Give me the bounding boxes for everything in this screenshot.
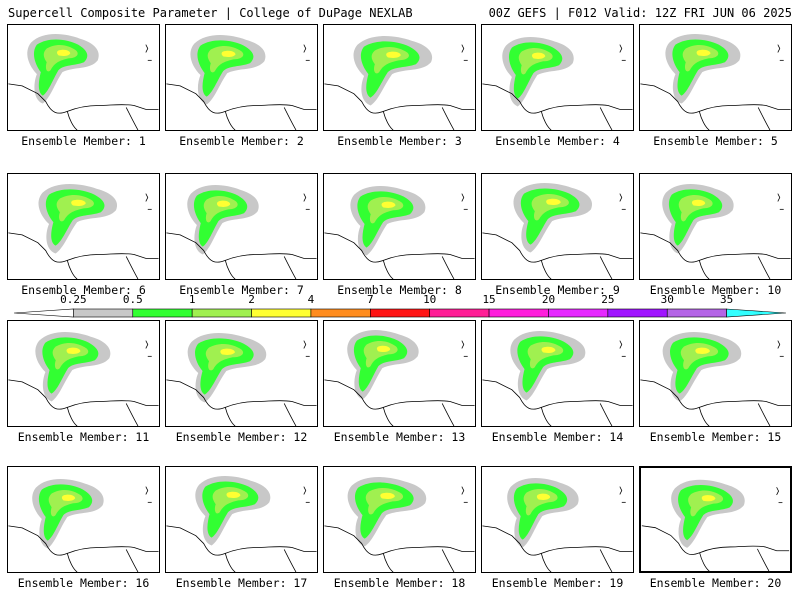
member-label: Ensemble Member: 14 <box>491 430 624 444</box>
legend-swatch <box>73 308 134 318</box>
map-panel <box>324 36 475 130</box>
legend-swatch <box>13 308 74 318</box>
member-label: Ensemble Member: 18 <box>333 576 466 590</box>
legend-swatch <box>548 308 609 318</box>
legend-swatch <box>429 308 490 318</box>
map-panel <box>482 478 633 572</box>
legend-label: 4 <box>307 293 315 306</box>
ensemble-panel[interactable] <box>481 173 634 280</box>
member-label: Ensemble Member: 10 <box>649 283 782 297</box>
member-label: Ensemble Member: 20 <box>649 576 782 590</box>
map-panel <box>166 35 317 130</box>
member-label: Ensemble Member: 19 <box>491 576 624 590</box>
ensemble-panel[interactable] <box>481 320 634 427</box>
map-panel <box>482 183 633 279</box>
member-label: Ensemble Member: 4 <box>495 134 620 148</box>
legend-swatch <box>488 308 549 318</box>
member-label: Ensemble Member: 12 <box>175 430 308 444</box>
map-panel <box>8 184 159 279</box>
member-label: Ensemble Member: 7 <box>179 283 304 297</box>
ensemble-panel[interactable] <box>639 320 792 427</box>
member-label: Ensemble Member: 3 <box>337 134 462 148</box>
ensemble-panel[interactable] <box>7 173 160 280</box>
legend-label: 1 <box>188 293 196 306</box>
legend-label: 0.5 <box>122 293 143 306</box>
legend-label: 7 <box>366 293 374 306</box>
ensemble-panel[interactable] <box>165 466 318 573</box>
map-panel <box>166 476 317 572</box>
map-panel <box>8 479 159 572</box>
page-title: Supercell Composite Parameter | College … <box>8 6 413 20</box>
map-panel <box>640 184 791 279</box>
ensemble-panel[interactable] <box>165 320 318 427</box>
map-panel <box>640 332 791 426</box>
member-label: Ensemble Member: 8 <box>337 283 462 297</box>
ensemble-panel[interactable] <box>7 320 160 427</box>
legend-label: 10 <box>423 293 437 306</box>
ensemble-panel[interactable] <box>639 24 792 131</box>
legend-label: 0.25 <box>60 293 87 306</box>
member-label: Ensemble Member: 13 <box>333 430 466 444</box>
ensemble-panel[interactable] <box>639 466 792 573</box>
ensemble-panel[interactable] <box>481 466 634 573</box>
legend-label: 35 <box>719 293 734 306</box>
member-label: Ensemble Member: 15 <box>649 430 782 444</box>
ensemble-panel[interactable] <box>639 173 792 280</box>
ensemble-panel[interactable] <box>323 24 476 131</box>
map-panel <box>641 479 790 571</box>
legend-label: 25 <box>601 293 615 306</box>
legend-swatch <box>370 308 430 318</box>
legend-swatch <box>726 308 787 318</box>
map-panel <box>324 330 475 426</box>
member-label: Ensemble Member: 11 <box>17 430 150 444</box>
map-panel <box>8 34 159 130</box>
ensemble-panel[interactable] <box>7 466 160 573</box>
member-label: Ensemble Member: 9 <box>495 283 620 297</box>
legend-swatch <box>191 308 252 318</box>
member-label: Ensemble Member: 17 <box>175 576 308 590</box>
ensemble-panel[interactable] <box>165 24 318 131</box>
ensemble-panel[interactable] <box>165 173 318 280</box>
map-panel <box>482 331 633 426</box>
map-panel <box>324 477 475 572</box>
member-label: Ensemble Member: 16 <box>17 576 150 590</box>
legend-swatch <box>607 308 668 318</box>
ensemble-panel[interactable] <box>323 173 476 280</box>
map-panel <box>8 332 159 426</box>
map-panel <box>482 37 633 130</box>
map-panel <box>640 34 791 130</box>
legend-label: 20 <box>541 293 556 306</box>
legend-label: 30 <box>660 293 674 306</box>
ensemble-panel[interactable] <box>323 466 476 573</box>
legend-swatch <box>132 308 193 318</box>
ensemble-panel[interactable] <box>7 24 160 131</box>
ensemble-panel[interactable] <box>481 24 634 131</box>
legend-label: 2 <box>248 293 255 306</box>
map-panel <box>166 333 317 426</box>
map-panel <box>166 185 317 279</box>
legend-swatch <box>251 308 312 318</box>
legend-label: 15 <box>482 293 496 306</box>
run-valid-time: 00Z GEFS | F012 Valid: 12Z FRI JUN 06 20… <box>488 6 792 20</box>
legend-swatch <box>310 308 371 318</box>
ensemble-panel[interactable] <box>323 320 476 427</box>
legend-swatch <box>666 308 727 318</box>
color-legend <box>13 308 787 318</box>
map-panel <box>324 186 475 279</box>
member-label: Ensemble Member: 2 <box>179 134 304 148</box>
member-label: Ensemble Member: 1 <box>21 134 146 148</box>
member-label: Ensemble Member: 5 <box>653 134 778 148</box>
member-label: Ensemble Member: 6 <box>21 283 146 297</box>
